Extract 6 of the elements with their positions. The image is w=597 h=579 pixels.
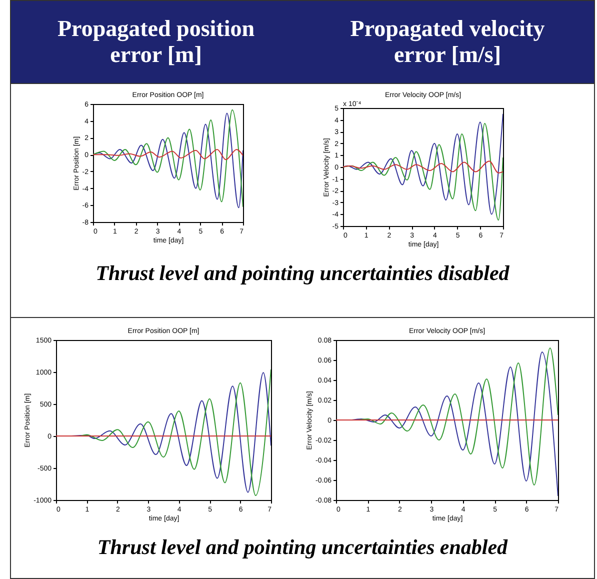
text: Thrust level and pointing uncertainties enabled — [96, 535, 509, 560]
line-series — [343, 160, 503, 174]
text: Propagated position error [m] — [11, 1, 301, 83]
line-series — [93, 149, 243, 160]
text: Thrust level and pointing uncertainties disabled — [94, 261, 510, 286]
text: Propagated velocity error [m/s] — [301, 1, 594, 83]
